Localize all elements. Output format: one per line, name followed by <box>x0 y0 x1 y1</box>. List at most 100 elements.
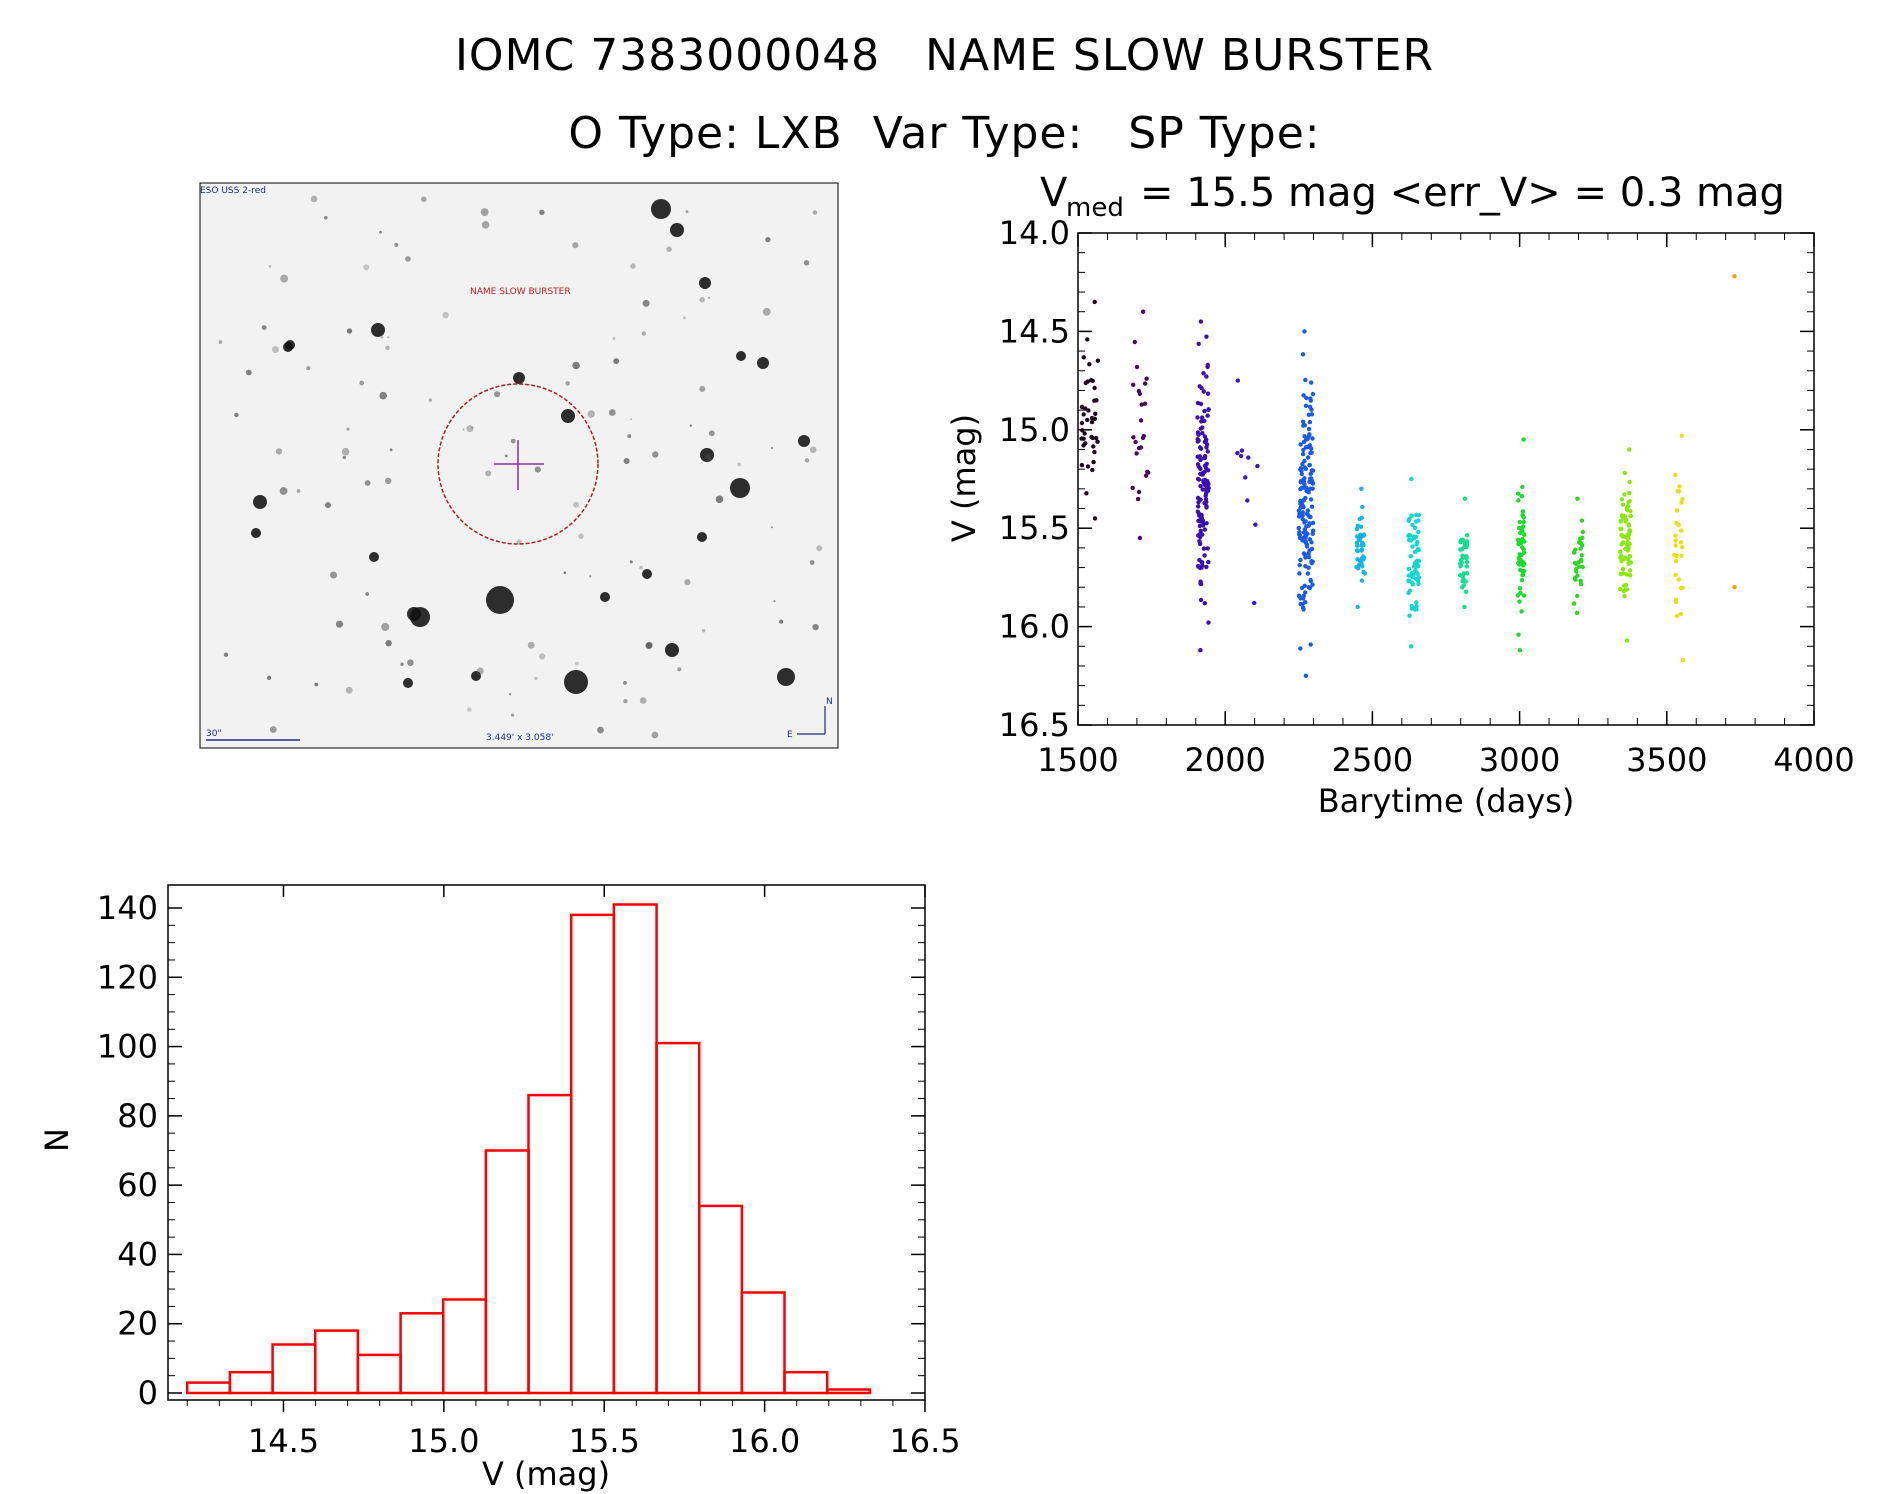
data-point <box>1198 457 1203 463</box>
data-point <box>1520 509 1526 514</box>
data-point <box>1206 620 1211 625</box>
data-point <box>1620 502 1626 507</box>
data-point <box>1302 423 1308 428</box>
data-point <box>1304 511 1310 517</box>
data-point <box>1297 563 1302 568</box>
faint-star <box>480 208 489 217</box>
histogram-bar <box>740 1291 786 1395</box>
star <box>670 223 684 237</box>
data-point <box>1300 352 1306 357</box>
data-point <box>1309 412 1315 417</box>
data-point <box>1679 553 1684 558</box>
faint-star <box>578 533 584 539</box>
data-point <box>1516 525 1522 531</box>
faint-star <box>809 446 817 454</box>
faint-star <box>494 391 501 398</box>
data-point <box>1623 582 1629 588</box>
data-point <box>1079 420 1085 426</box>
faint-star <box>651 731 659 739</box>
data-point <box>1577 536 1583 542</box>
data-point <box>1677 484 1682 489</box>
data-point <box>1305 571 1311 576</box>
data-point <box>1732 274 1737 279</box>
star <box>798 435 810 447</box>
data-point <box>1205 546 1210 551</box>
data-point <box>1304 488 1309 494</box>
data-point <box>1142 401 1148 406</box>
data-point <box>1680 585 1685 590</box>
faint-star <box>572 361 580 370</box>
star <box>665 643 679 657</box>
y-tick-label: 80 <box>117 1097 158 1135</box>
faint-star <box>365 592 370 596</box>
faint-star <box>385 640 392 647</box>
faint-star <box>627 434 632 439</box>
star <box>651 199 671 219</box>
data-point <box>1407 588 1413 593</box>
data-point <box>1308 642 1313 647</box>
data-point <box>1356 537 1362 542</box>
faint-star <box>510 713 515 717</box>
data-point <box>1303 519 1308 524</box>
data-point <box>1408 554 1413 559</box>
faint-star <box>268 264 272 268</box>
histogram-bar <box>825 1388 872 1395</box>
data-point <box>1204 564 1209 570</box>
data-point <box>1579 581 1584 587</box>
data-point <box>1406 518 1412 523</box>
data-point <box>1301 447 1306 453</box>
faint-star <box>816 545 823 552</box>
data-point <box>1303 564 1308 569</box>
data-point <box>1416 564 1421 569</box>
data-point <box>1619 513 1625 518</box>
faint-star <box>363 264 370 271</box>
data-point <box>1144 376 1149 381</box>
data-point <box>1081 412 1086 417</box>
data-point <box>1359 561 1364 566</box>
x-tick-label: 3000 <box>1479 741 1560 779</box>
data-point <box>1520 484 1525 490</box>
data-point <box>1621 571 1626 576</box>
data-point <box>1627 568 1633 573</box>
data-point <box>1576 540 1582 545</box>
data-point <box>1678 611 1683 617</box>
data-point <box>1517 648 1523 653</box>
data-point <box>1574 569 1579 574</box>
data-point <box>1359 486 1364 491</box>
faint-star <box>364 480 371 486</box>
star <box>283 342 293 352</box>
data-point <box>1628 573 1633 578</box>
data-point <box>1095 358 1101 363</box>
data-point <box>1196 504 1201 509</box>
data-point <box>1673 558 1679 564</box>
faint-star <box>639 565 643 570</box>
data-point <box>1623 555 1628 560</box>
faint-star <box>385 477 392 484</box>
data-point <box>1626 522 1631 527</box>
data-point <box>1094 398 1099 403</box>
data-point <box>1198 319 1204 324</box>
data-point <box>1519 609 1524 614</box>
faint-star <box>685 210 689 214</box>
data-point <box>1520 524 1526 529</box>
data-point <box>1205 362 1211 368</box>
data-point <box>1410 574 1415 580</box>
data-point <box>1572 550 1577 555</box>
data-point <box>1358 532 1363 537</box>
data-point <box>1300 510 1306 515</box>
faint-star <box>707 296 711 300</box>
data-point <box>1621 588 1626 593</box>
faint-star <box>508 693 512 696</box>
data-point <box>1462 496 1468 501</box>
data-point <box>1140 309 1146 314</box>
faint-star <box>261 325 267 330</box>
data-point <box>1411 534 1417 539</box>
data-point <box>1516 498 1521 503</box>
data-point <box>1679 433 1685 438</box>
data-point <box>1407 613 1412 618</box>
y-tick-label: 40 <box>117 1235 158 1273</box>
lightcurve-plot-frame <box>1077 232 1815 726</box>
data-point <box>1575 496 1580 501</box>
y-tick-label: 16.0 <box>999 608 1070 646</box>
data-point <box>1464 554 1469 559</box>
